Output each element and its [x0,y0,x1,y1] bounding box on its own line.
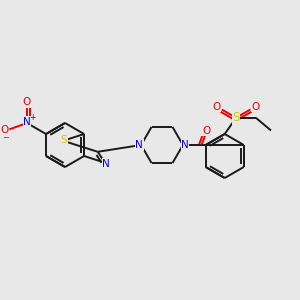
Text: −: − [2,133,9,142]
Text: N: N [181,140,189,150]
Text: +: + [29,112,35,122]
Text: S: S [61,135,68,145]
Text: O: O [23,98,31,107]
Text: N: N [23,117,31,127]
Text: O: O [251,101,260,112]
Text: O: O [213,101,221,112]
Text: O: O [202,126,210,136]
Text: N: N [135,140,143,150]
Text: O: O [0,125,8,135]
Text: S: S [232,111,240,124]
Text: N: N [102,159,110,169]
